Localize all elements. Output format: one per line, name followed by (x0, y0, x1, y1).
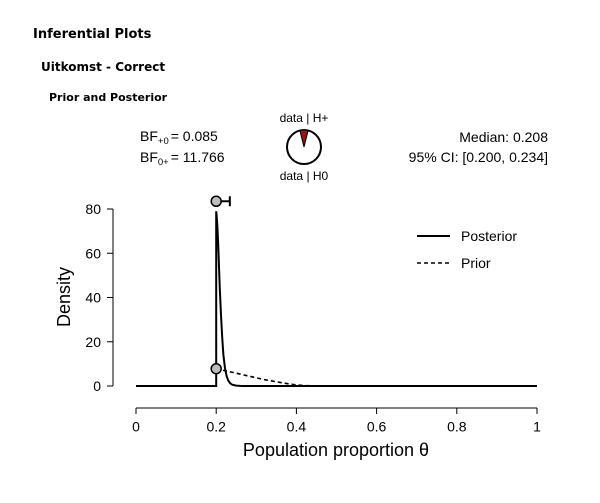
posterior-curve (136, 211, 537, 387)
axes: 0 0.2 0.4 0.6 0.8 1 0 20 40 60 80 (85, 201, 541, 434)
y-tick-label: 60 (85, 245, 101, 261)
legend-label-prior: Prior (461, 255, 491, 271)
x-tick-label: 0.2 (206, 418, 226, 434)
y-tick-label: 80 (85, 201, 101, 217)
evidence-pie: data | H+ data | H0 (280, 111, 329, 183)
analysis-subtitle: Uitkomst - Correct (41, 60, 166, 74)
x-tick-label: 0.8 (447, 418, 467, 434)
x-axis-label: Population proportion θ (243, 440, 429, 460)
x-tick-label: 0.6 (367, 418, 387, 434)
legend: Posterior Prior (417, 228, 517, 271)
pie-top-label: data | H+ (280, 111, 329, 125)
legend-label-posterior: Posterior (461, 228, 517, 244)
bayes-factor-block: BF+0 = 0.085 BF0+ = 11.766 (140, 128, 225, 168)
x-tick-label: 0 (132, 418, 140, 434)
pie-hplus-slice (299, 129, 309, 148)
x-tick-label: 0.4 (287, 418, 307, 434)
x-tick-label: 1 (533, 418, 541, 434)
y-axis-label: Density (54, 267, 74, 327)
pie-bottom-label: data | H0 (280, 169, 329, 183)
y-tick-label: 0 (93, 378, 101, 394)
bf-plus0: BF+0 = 0.085 (140, 128, 218, 147)
y-tick-label: 40 (85, 290, 101, 306)
ci-text: 95% CI: [0.200, 0.234] (409, 149, 548, 165)
density-marker (210, 195, 222, 208)
prior-curve (216, 367, 537, 387)
median-text: Median: 0.208 (459, 129, 548, 145)
page-title: Inferential Plots (33, 27, 152, 42)
curves (136, 195, 537, 387)
y-tick-label: 20 (85, 334, 101, 350)
density-marker (210, 362, 222, 375)
bf-0plus: BF0+ = 11.766 (140, 149, 225, 168)
plot-section-title: Prior and Posterior (49, 91, 168, 104)
posterior-summary: Median: 0.208 95% CI: [0.200, 0.234] (409, 129, 549, 165)
